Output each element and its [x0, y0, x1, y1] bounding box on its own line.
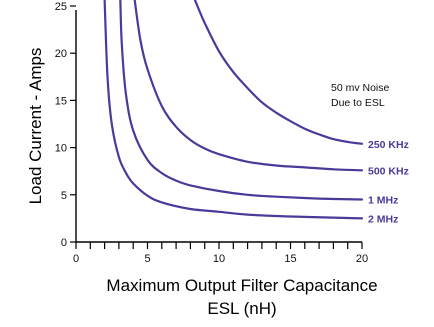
series-line-2-mhz	[103, 0, 364, 220]
series-label: 500 KHz	[368, 165, 409, 177]
axis-ticks: 0 5 10 15 20 0 5 10 15 20 25	[55, 1, 368, 265]
series-label: 2 MHz	[368, 213, 398, 225]
series-labels: 250 KHz 500 KHz 1 MHz 2 MHz	[368, 139, 409, 226]
x-tick-label: 5	[144, 253, 150, 265]
annotation-line-1: 50 mv Noise	[331, 82, 390, 94]
x-axis-title-line-1: Maximum Output Filter Capacitance	[106, 276, 377, 295]
y-tick-label: 25	[55, 1, 67, 13]
x-tick-label: 20	[356, 253, 368, 265]
y-tick-label: 0	[61, 237, 67, 249]
y-tick-label: 20	[55, 48, 67, 60]
series-label: 250 KHz	[368, 139, 409, 151]
series-label: 1 MHz	[368, 195, 398, 207]
series-line-250-khz	[193, 0, 364, 145]
y-tick-label: 10	[55, 143, 67, 155]
y-axis-title: Load Current - Amps	[26, 48, 45, 205]
x-axis-title-line-2: ESL (nH)	[207, 299, 276, 318]
x-tick-label: 0	[73, 253, 79, 265]
annotation-line-2: Due to ESL	[331, 97, 385, 109]
axes	[75, 10, 362, 243]
x-tick-label: 10	[213, 253, 225, 265]
y-tick-label: 15	[55, 95, 67, 107]
plot-series	[103, 0, 364, 220]
series-line-1-mhz	[119, 0, 364, 201]
noise-annotation: 50 mv Noise Due to ESL	[331, 82, 390, 109]
x-tick-label: 15	[284, 253, 296, 265]
series-line-500-khz	[133, 0, 364, 172]
y-tick-label: 5	[61, 190, 67, 202]
